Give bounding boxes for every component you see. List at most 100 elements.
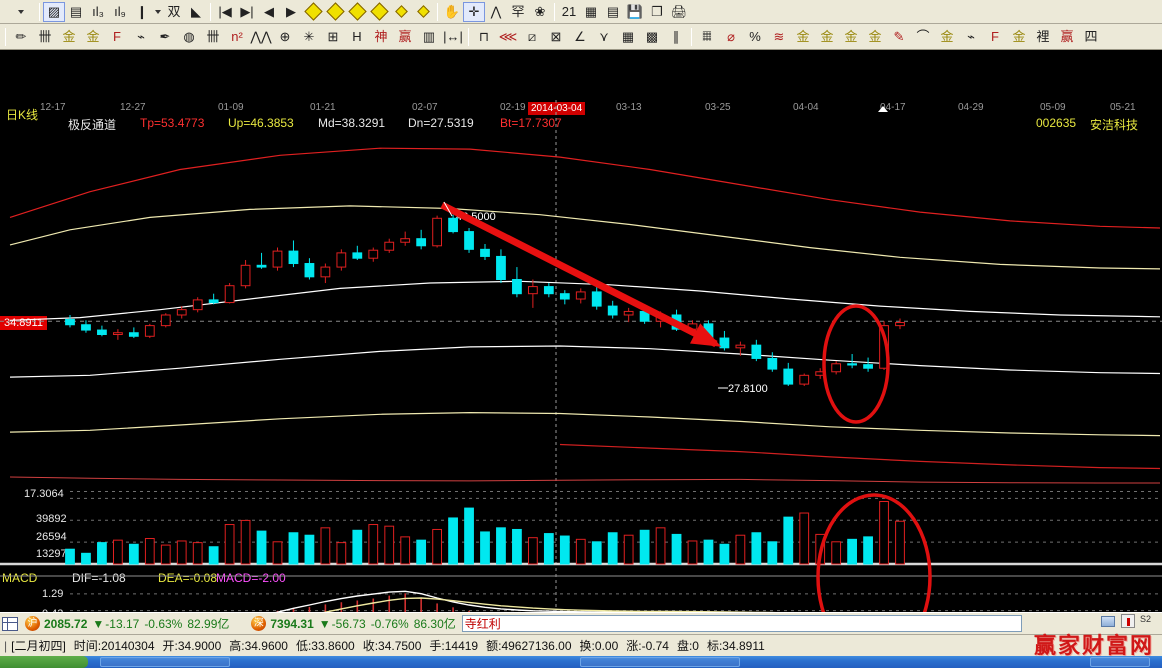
document-icon[interactable]: ▤ (602, 2, 624, 22)
li-slash-icon[interactable]: 裡 (1031, 26, 1055, 48)
pen-red-icon[interactable]: ✎ (887, 26, 911, 48)
volume-bar (448, 517, 458, 565)
gold-lines-icon[interactable]: 金 (863, 26, 887, 48)
grid-mesh-icon[interactable]: ▦ (616, 26, 640, 48)
candle-dropdown-caret[interactable] (153, 10, 163, 14)
volume-bar (65, 548, 75, 565)
band-up-line (9, 205, 1161, 270)
taskbar-item-1[interactable] (100, 657, 230, 667)
snowflake-icon[interactable]: ✳ (297, 26, 321, 48)
wave-line-icon[interactable]: ⋎ (592, 26, 616, 48)
shen-tool-icon[interactable]: 神 (369, 26, 393, 48)
slash-tool-icon[interactable]: ⌁ (959, 26, 983, 48)
spreadsheet-icon[interactable]: ▦ (580, 2, 602, 22)
volume-bar (799, 512, 810, 565)
report-list-icon[interactable]: ▤ (65, 2, 87, 22)
copy-icon[interactable]: ❐ (646, 2, 668, 22)
percent-line-icon-glyph: ⌀ (727, 29, 735, 44)
tray-antenna-icon[interactable] (1121, 614, 1135, 628)
dividend-search-input[interactable] (461, 615, 1022, 632)
comb-lines-icon[interactable]: 卌 (33, 26, 57, 48)
percent-lines-icon[interactable]: ≋ (767, 26, 791, 48)
box-scatter-icon[interactable]: ⊠ (544, 26, 568, 48)
gold-circle-icon-1[interactable]: 金 (791, 26, 815, 48)
shrink-diamond-icon[interactable] (390, 2, 412, 22)
f-slash-icon[interactable]: F (983, 26, 1007, 48)
print-icon-glyph: 🖨 (670, 4, 688, 19)
candle-body (208, 299, 219, 304)
percent-line-icon[interactable]: ⌀ (719, 26, 743, 48)
quote-detail-bar: | [二月初四] 时间:20140304 开:34.9000 高:34.9600… (0, 634, 1162, 656)
print-icon[interactable]: 🖨 (668, 2, 690, 22)
macd-value: MACD=-2.00 (216, 571, 286, 585)
scroll-left-icon[interactable]: ◀ (258, 2, 280, 22)
arc-tool-icon[interactable]: ⌒ (911, 26, 935, 48)
volume-bar (863, 536, 873, 565)
box-diag-icon[interactable]: ⧄ (520, 26, 544, 48)
period-dropdown[interactable] (2, 2, 36, 22)
fan-lines-icon[interactable]: ⋀⋀ (249, 26, 273, 48)
grid-mesh2-icon[interactable]: ▩ (640, 26, 664, 48)
pitchfork-icon[interactable]: H (345, 26, 369, 48)
target-crosshair-icon[interactable]: ⊕ (273, 26, 297, 48)
f-grid-icon[interactable]: F (105, 26, 129, 48)
grid-box-icon[interactable]: ⊞ (321, 26, 345, 48)
zoom-in-diamond-icon[interactable] (324, 2, 346, 22)
ruler-icon[interactable]: ▥ (417, 26, 441, 48)
expand-diamond-icon[interactable] (368, 2, 390, 22)
gold-grid-icon-2[interactable]: 金 (81, 26, 105, 48)
restore-diamond-icon[interactable] (412, 2, 434, 22)
draw-line-icon[interactable]: ⋀ (485, 2, 507, 22)
first-page-icon[interactable]: |◀ (214, 2, 236, 22)
si-slash-icon[interactable]: 四 (1079, 26, 1103, 48)
comb2-icon[interactable]: 卌 (201, 26, 225, 48)
fit-diamond-icon[interactable] (346, 2, 368, 22)
brain-analysis-icon[interactable]: ❀ (529, 2, 551, 22)
bars-3-icon[interactable]: ıl₃ (87, 2, 109, 22)
overlay-compare-icon[interactable]: 双 (163, 2, 185, 22)
levels-icon[interactable]: 𝄜 (695, 26, 719, 48)
frame-icon[interactable]: ⊓ (472, 26, 496, 48)
save-disk-icon[interactable]: 💾 (624, 2, 646, 22)
pencil-draw-icon[interactable]: ✏ (9, 26, 33, 48)
gann-fan-icon[interactable]: 罕 (507, 2, 529, 22)
gold-circle-icon-2[interactable]: 金 (815, 26, 839, 48)
color-chart-icon[interactable]: ◣ (185, 2, 207, 22)
taskbar-item-3[interactable] (1090, 657, 1150, 667)
fan-red-icon[interactable]: ⋘ (496, 26, 520, 48)
last-page-icon[interactable]: ▶| (236, 2, 258, 22)
calendar-icon[interactable]: 21 (558, 2, 580, 22)
span-measure-icon[interactable]: |↔| (441, 26, 465, 48)
parallel-channel-icon[interactable]: ∥ (664, 26, 688, 48)
scroll-right-icon[interactable]: ▶ (280, 2, 302, 22)
hand-pan-icon[interactable]: ✋ (441, 2, 463, 22)
candlestick-chart-icon[interactable]: ▨ (43, 1, 65, 22)
percent-icon[interactable]: % (743, 26, 767, 48)
quote-grid-icon[interactable] (2, 616, 18, 631)
gold-grid-icon-1[interactable]: 金 (57, 26, 81, 48)
volume-bar (176, 540, 187, 565)
candlestick-series (65, 214, 905, 386)
gold-line-icon[interactable]: 金 (935, 26, 959, 48)
crosshair-icon[interactable]: ✛ (463, 1, 485, 22)
start-button[interactable] (0, 656, 88, 668)
pen-measure-icon[interactable]: ✒ (153, 26, 177, 48)
zoom-out-diamond-icon[interactable] (302, 2, 324, 22)
shenzhen-percent: -0.76% (370, 616, 409, 631)
taskbar-item-2[interactable] (580, 657, 740, 667)
circle-cycle-icon[interactable]: ◍ (177, 26, 201, 48)
n-squared-icon[interactable]: n² (225, 26, 249, 48)
tray-network-icon[interactable] (1101, 616, 1115, 627)
ying-tool-icon[interactable]: 赢 (393, 26, 417, 48)
gold-slash-icon[interactable]: 金 (1007, 26, 1031, 48)
gold-circle-icon-3[interactable]: 金 (839, 26, 863, 48)
ying-slash-icon[interactable]: 赢 (1055, 26, 1079, 48)
chart-canvas[interactable]: 12-17 12-27 01-09 01-21 02-07 02-19 03-13 03-25… (0, 50, 1162, 612)
trend-line-icon[interactable]: ∠ (568, 26, 592, 48)
single-candle-icon[interactable]: ❙ (131, 2, 153, 22)
bars-9-icon[interactable]: ıl₉ (109, 2, 131, 22)
info-turnover: 换:0.00 (579, 639, 619, 653)
volume-bar (783, 516, 794, 565)
volume-ma-line (9, 476, 1160, 484)
spiral-icon[interactable]: ⌁ (129, 26, 153, 48)
